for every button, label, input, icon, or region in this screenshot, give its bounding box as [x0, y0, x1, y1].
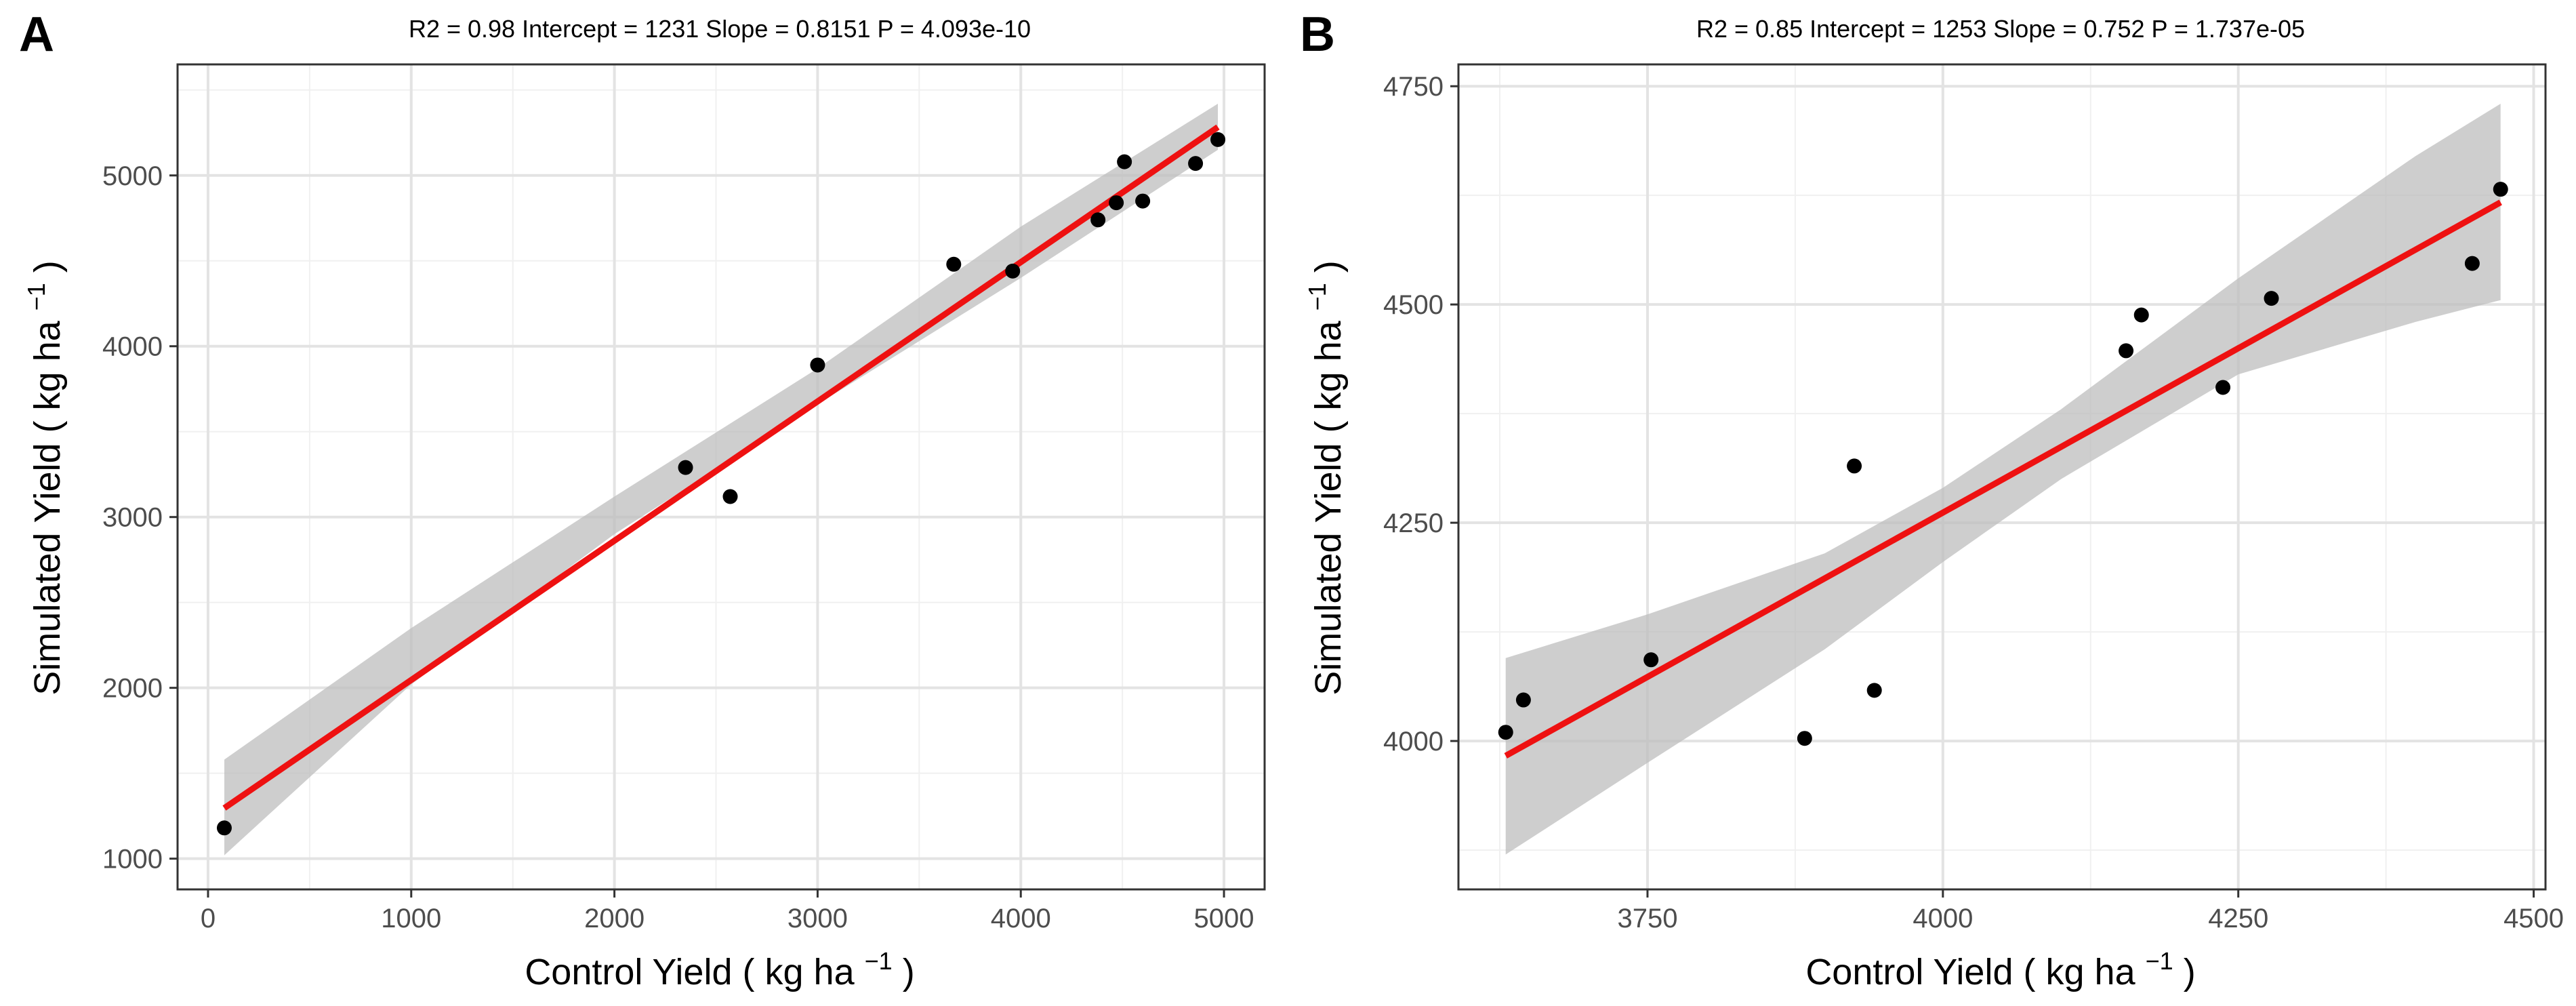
panel-a-data-point [678, 460, 693, 475]
panel-a-data-point [1210, 132, 1226, 147]
panel-b-x-unit: kg ha [2046, 952, 2136, 992]
panel-a-y-unit-close: ) [27, 260, 68, 273]
panel-a-y-tick-label: 2000 [102, 674, 163, 704]
panel-b-x-tick-label: 4500 [2503, 904, 2564, 933]
panel-a-y-tick-label: 5000 [102, 161, 163, 191]
panel-a-confidence-band [224, 104, 1218, 856]
panel-b-x-unit-open: ( [2024, 952, 2036, 992]
panel-a-data-point [1109, 195, 1124, 211]
panel-a-data-point [1117, 154, 1132, 169]
panel-b-x-unit-close: ) [2184, 952, 2196, 992]
panel-b-data-point [1643, 652, 1659, 668]
panel-a-x-unit-open: ( [743, 952, 755, 992]
panel-a-data-point [1188, 156, 1204, 172]
panel-b-letter: B [1300, 7, 1335, 62]
panel-b-y-tick-label: 4500 [1383, 290, 1444, 320]
panel-a-y-title-text: Simulated Yield [27, 443, 68, 695]
panel-a-x-unit: kg ha [765, 952, 855, 992]
panel-b-data-point [2493, 182, 2508, 197]
panel-b-y-unit: kg ha [1308, 320, 1349, 410]
panel-a-y-tick-label: 1000 [102, 845, 163, 874]
panel-b-data-point [1797, 731, 1812, 746]
panel-b-y-title-text: Simulated Yield [1308, 443, 1349, 695]
panel-b-data-point [2215, 380, 2231, 395]
panel-a-stats-label: R2 = 0.98 Intercept = 1231 Slope = 0.815… [409, 15, 1031, 43]
panel-b-y-unit-close: ) [1308, 260, 1349, 273]
panel-a-x-unit-sup: −1 [865, 947, 893, 975]
panel-b-plot: 3750 4000 4250 4500 4000 4250 4500 4750 [1383, 63, 2564, 933]
panel-b-y-unit-sup: −1 [1303, 283, 1331, 310]
panel-b-x-tick-label: 4250 [2208, 904, 2268, 933]
panel-b-x-tick-label: 3750 [1617, 904, 1677, 933]
panel-b-data-point [1866, 683, 1882, 698]
panel-b-y-tick-label: 4750 [1383, 72, 1444, 102]
panel-b-x-tick-label: 4000 [1913, 904, 1973, 933]
panel-a-x-tick-label: 5000 [1194, 904, 1254, 933]
panel-a-x-axis-title: Control Yield ( kg ha −1 ) [525, 937, 914, 992]
panel-a-y-unit: kg ha [27, 320, 68, 410]
panel-a-x-title-text: Control Yield [525, 952, 732, 992]
panel-a-letter: A [19, 7, 54, 62]
panel-a-y-tick-label: 3000 [102, 503, 163, 533]
panel-a-y-unit-sup: −1 [22, 283, 50, 310]
panel-b-data-point [2133, 307, 2149, 323]
panel-b-x-unit-sup: −1 [2146, 947, 2173, 975]
panel-b-data-point [2264, 291, 2279, 306]
panel-b-y-axis-title: Simulated Yield ( kg ha −1 ) [1293, 260, 1349, 695]
panel-a-data-point [216, 820, 232, 836]
panel-a-x-tick-label: 3000 [788, 904, 848, 933]
panel-a-data-point [1005, 263, 1021, 279]
panel-a-data-point [810, 357, 825, 373]
panel-b-stats-label: R2 = 0.85 Intercept = 1253 Slope = 0.752… [1696, 15, 2305, 43]
panel-b-x-axis-title: Control Yield ( kg ha −1 ) [1805, 937, 2195, 992]
panel-a-x-tick-label: 4000 [991, 904, 1051, 933]
panel-a-x-tick-label: 2000 [584, 904, 645, 933]
panel-b-data-point [2464, 256, 2480, 271]
panel-a-data-point [1135, 193, 1151, 209]
panel-b-data-point [1847, 458, 1862, 474]
panel-a-border [176, 63, 1266, 891]
panel-b-data-point [1498, 725, 1513, 740]
panel-a-data-point [946, 256, 962, 272]
panel-a-data-point [1090, 212, 1106, 228]
panel-b-data-point [1515, 692, 1531, 708]
panel-a-x-tick-label: 0 [201, 904, 216, 933]
panel-a-data-point [722, 489, 738, 504]
panel-b-border [1457, 63, 2547, 891]
panel-b-y-tick-label: 4250 [1383, 508, 1444, 538]
panel-a-y-axis-title: Simulated Yield ( kg ha −1 ) [12, 260, 68, 695]
panel-b-y-unit-open: ( [1308, 420, 1349, 432]
panel-b-regression-line [1504, 199, 2502, 759]
panel-a-x-tick-label: 1000 [381, 904, 441, 933]
panel-b-x-title-text: Control Yield [1805, 952, 2013, 992]
panel-a-regression-line [222, 124, 1220, 811]
panel-b-data-point [2119, 343, 2134, 359]
panel-b-y-tick-label: 4000 [1383, 727, 1444, 757]
panel-a-y-tick-label: 4000 [102, 332, 163, 362]
panel-a-y-unit-open: ( [27, 420, 68, 432]
panel-a-plot: 0 1000 2000 3000 4000 5000 1000 2000 3000 4000 500… [102, 63, 1266, 933]
panel-a-x-unit-close: ) [903, 952, 915, 992]
